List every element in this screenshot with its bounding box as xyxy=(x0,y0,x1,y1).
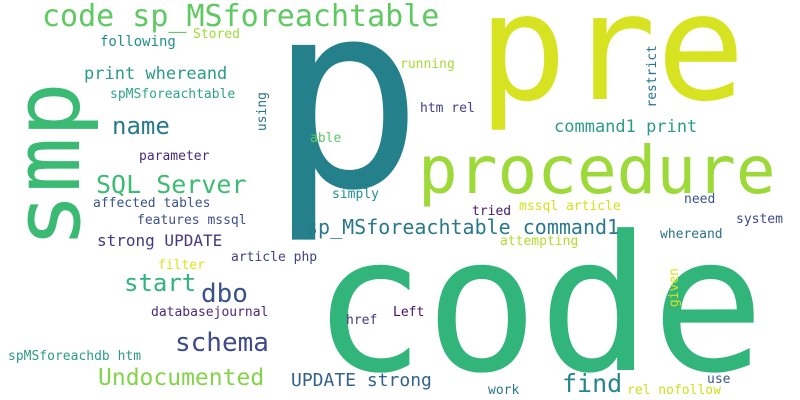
word-code: code xyxy=(312,196,765,400)
word-undocumented: Undocumented xyxy=(98,365,265,391)
word-need: need xyxy=(684,192,716,207)
word-mssql-article: mssql article xyxy=(519,199,621,214)
word-sql-server: SQL Server xyxy=(96,170,247,199)
word-code-sp-msforeachtable: code sp_MSforeachtable xyxy=(42,0,440,34)
word-filter: filter xyxy=(158,258,205,273)
word-whereand: whereand xyxy=(660,227,723,242)
word-features-mssql: features mssql xyxy=(137,213,247,228)
word-spmsforeachdb-htm: spMSforeachdb htm xyxy=(8,349,142,364)
word-href: href xyxy=(346,313,378,328)
word-parameter: parameter xyxy=(139,149,210,164)
word-htm-rel: htm rel xyxy=(420,101,475,116)
word-left: Left xyxy=(393,305,425,320)
word-print-whereand: print whereand xyxy=(84,64,228,84)
word-given: given xyxy=(667,268,682,308)
word-update-strong: UPDATE strong xyxy=(291,370,432,391)
word-running: running xyxy=(400,57,455,72)
word-affected-tables: affected tables xyxy=(93,196,211,211)
word-stored: Stored xyxy=(193,27,240,42)
word-work: work xyxy=(488,383,520,398)
word-find: find xyxy=(562,369,623,398)
word-using: using xyxy=(255,92,270,132)
word-sp-msforeachtable-command1: sp_MSforeachtable command1 xyxy=(306,215,620,239)
word-able: able xyxy=(310,131,342,146)
word-databasejournal: databasejournal xyxy=(151,305,269,320)
word-strong-update: strong UPDATE xyxy=(97,231,223,250)
word-following: following xyxy=(100,34,176,50)
word-command1-print: command1 print xyxy=(554,117,698,137)
word-simply: simply xyxy=(332,187,379,202)
word-smp: smp xyxy=(0,82,101,249)
word-schema: schema xyxy=(175,328,269,358)
word-pre: pre xyxy=(478,0,746,134)
word-tried: tried xyxy=(472,204,512,219)
word-dbo: dbo xyxy=(201,279,248,309)
word-p: p xyxy=(268,0,424,247)
word-spmsforeachtable: spMSforeachtable xyxy=(110,87,236,102)
word-name: name xyxy=(112,112,170,140)
word-restrict: restrict xyxy=(645,45,660,108)
word-rel-nofollow: rel nofollow xyxy=(627,383,721,398)
word-start: start xyxy=(124,269,197,297)
word-use: use xyxy=(707,372,731,387)
word-system: system xyxy=(736,212,783,227)
word-article-php: article php xyxy=(231,250,318,265)
word-attempting: attempting xyxy=(500,234,579,249)
word-procedure: procedure xyxy=(418,132,776,209)
